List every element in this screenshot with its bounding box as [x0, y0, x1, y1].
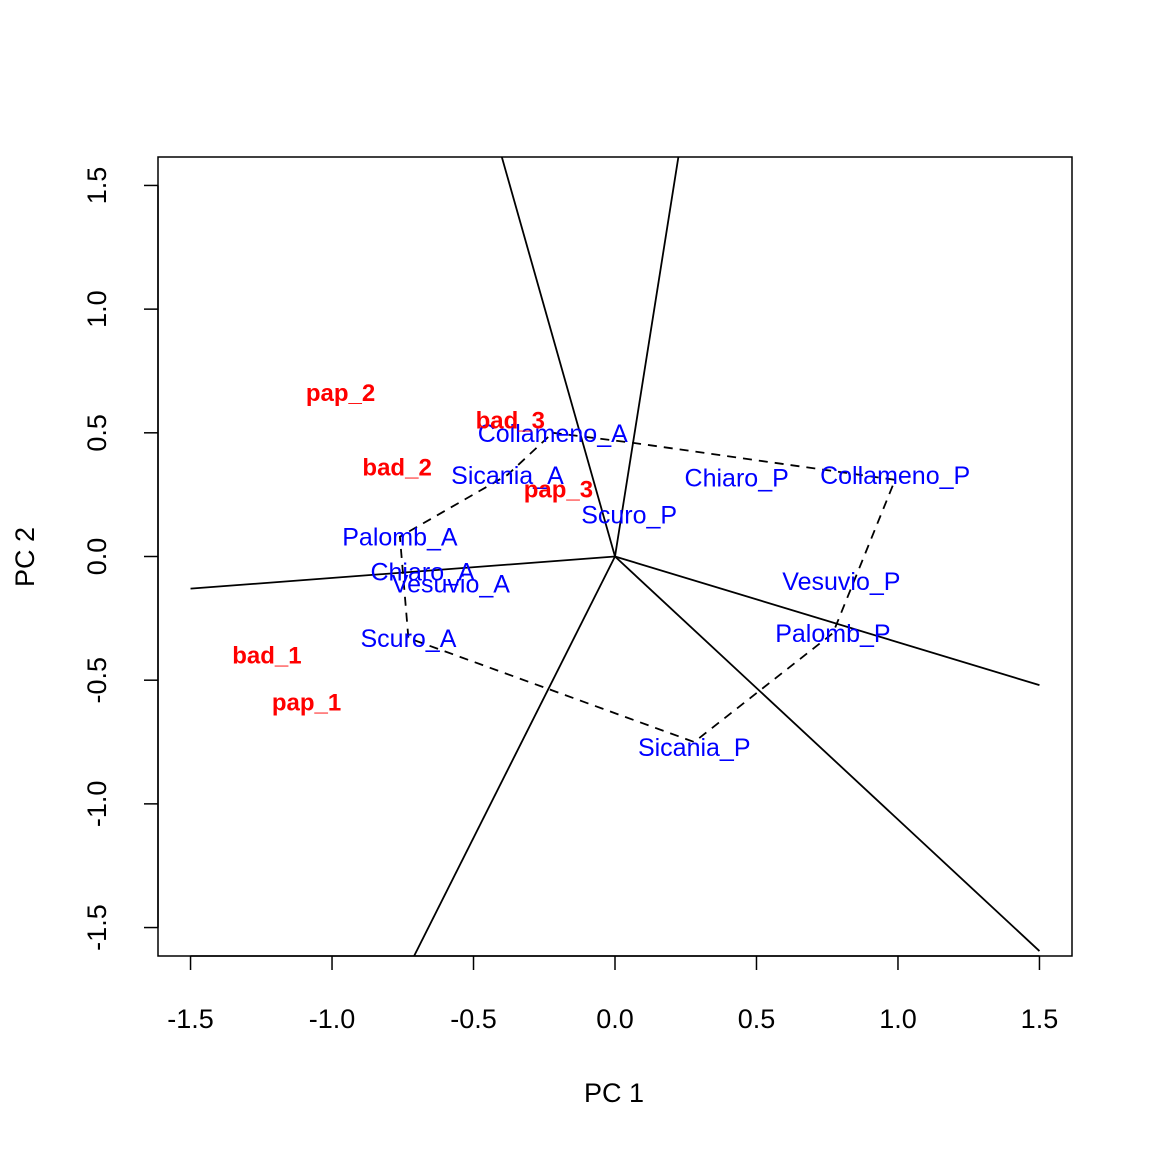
x-tick-label: -0.5: [450, 1004, 497, 1034]
x-axis: -1.5 -1.0 -0.5 0.0 0.5 1.0 1.5: [167, 955, 1059, 1034]
environment-label: Vesuvio_A: [392, 571, 510, 599]
y-tick-label: 1.5: [82, 167, 112, 205]
genotype-label: pap_1: [272, 689, 341, 716]
y-tick-label: -1.5: [82, 904, 112, 951]
y-tick-label: -0.5: [82, 657, 112, 704]
environment-labels: Collameno_A Sicania_A Chiaro_P Collameno_P S…: [342, 420, 970, 762]
sector-line-2: [614, 157, 680, 557]
environment-label: Scuro_A: [360, 625, 456, 653]
environment-label: Collameno_P: [820, 462, 970, 490]
x-tick-label: 1.5: [1021, 1004, 1059, 1034]
environment-label: Vesuvio_P: [782, 568, 900, 596]
environment-label: Sicania_A: [451, 462, 564, 490]
environment-label: Sicania_P: [638, 734, 751, 762]
x-tick-label: 1.0: [879, 1004, 917, 1034]
y-tick-label: -1.0: [82, 781, 112, 828]
environment-label: Scuro_P: [581, 501, 677, 529]
genotype-label: pap_3: [524, 477, 593, 504]
y-tick-label: 0.5: [82, 414, 112, 452]
x-tick-label: -1.5: [167, 1004, 214, 1034]
polygon-hull: [398, 431, 897, 744]
x-tick-label: -1.0: [309, 1004, 356, 1034]
sector-lines: [190, 157, 1041, 956]
y-tick-label: 1.0: [82, 290, 112, 328]
x-tick-label: 0.0: [596, 1004, 634, 1034]
environment-label: Chiaro_A: [370, 558, 475, 586]
environment-label: Palomb_P: [775, 620, 890, 648]
environment-label: Palomb_A: [342, 524, 458, 552]
sector-line-4: [413, 556, 616, 956]
y-axis: -1.5 -1.0 -0.5 0.0 0.5 1.0 1.5: [82, 167, 159, 951]
x-axis-label: PC 1: [584, 1078, 644, 1108]
y-axis-label: PC 2: [10, 527, 40, 587]
environment-label: Collameno_A: [478, 420, 628, 448]
sector-line-6: [614, 555, 1041, 952]
sector-line-5: [614, 555, 1040, 686]
genotype-label: bad_1: [232, 642, 301, 669]
genotype-labels: pap_2 bad_3 bad_2 pap_3 bad_1 pap_1: [232, 380, 593, 716]
genotype-label: bad_3: [476, 407, 545, 434]
environment-label: Chiaro_P: [685, 464, 789, 492]
x-tick-label: 0.5: [738, 1004, 776, 1034]
genotype-label: bad_2: [362, 454, 431, 481]
y-tick-label: 0.0: [82, 538, 112, 576]
genotype-label: pap_2: [306, 380, 375, 407]
hull-polygon: [398, 431, 897, 744]
sector-line-1: [500, 157, 616, 557]
